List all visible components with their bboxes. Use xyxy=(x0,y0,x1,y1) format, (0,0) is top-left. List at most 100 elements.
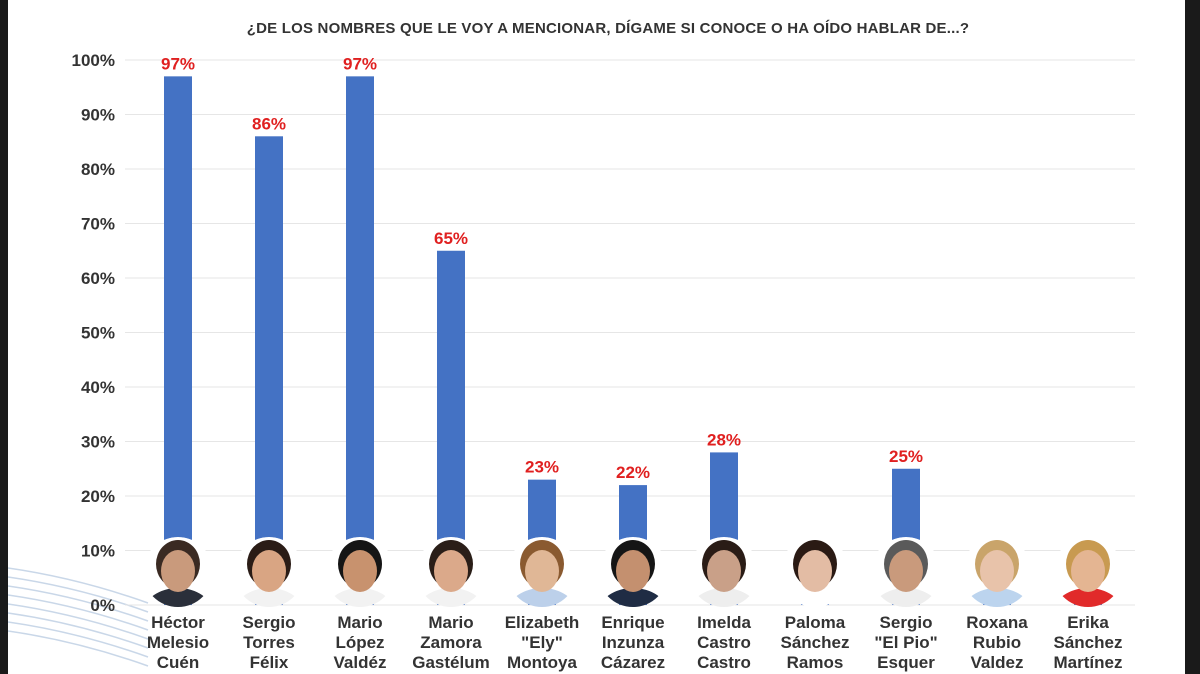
data-label: 86% xyxy=(252,114,286,133)
candidate-name-line: Elizabeth xyxy=(505,613,580,632)
candidate-name-line: Félix xyxy=(250,653,289,672)
decorative-line xyxy=(8,603,149,640)
decorative-line xyxy=(8,567,149,604)
bars xyxy=(164,76,1102,606)
candidate-name-line: Valdez xyxy=(971,653,1024,672)
candidate-name-line: Zamora xyxy=(420,633,482,652)
y-tick-label: 70% xyxy=(81,215,115,234)
candidate-name-line: Torres xyxy=(243,633,295,652)
shoulders xyxy=(1054,588,1122,607)
shoulders xyxy=(417,588,485,607)
candidate-name-line: Enrique xyxy=(601,613,664,632)
shoulders xyxy=(235,588,303,607)
candidate-name-line: Sergio xyxy=(880,613,933,632)
candidate-name-line: Paloma xyxy=(785,613,846,632)
shoulders xyxy=(781,588,849,607)
candidate-name-line: Martínez xyxy=(1054,653,1123,672)
category-labels: HéctorMelesioCuénSergioTorresFélixMarioL… xyxy=(147,613,1123,672)
decorative-line xyxy=(8,594,149,631)
photo xyxy=(325,537,395,607)
bar xyxy=(164,76,192,606)
y-tick-label: 20% xyxy=(81,487,115,506)
candidate-name-line: "Ely" xyxy=(521,633,563,652)
candidate-photo xyxy=(325,537,395,607)
candidate-name-line: Sánchez xyxy=(781,633,850,652)
bar xyxy=(255,136,283,606)
decorative-line xyxy=(8,612,149,649)
candidate-name-line: Castro xyxy=(697,633,751,652)
candidate-name-line: Mario xyxy=(337,613,382,632)
shoulders xyxy=(690,588,758,607)
photo xyxy=(234,537,304,607)
candidate-photo xyxy=(598,537,668,607)
candidate-name: Sergio"El Pio"Esquer xyxy=(874,613,937,672)
face xyxy=(707,550,741,592)
bar-chart: 0% 10% 20% 30% 40% 50% 60% 70% 80% 90% 100% 97% 86%… xyxy=(8,51,1135,672)
y-tick-label: 80% xyxy=(81,160,115,179)
shoulders xyxy=(872,588,940,607)
face xyxy=(798,550,832,592)
candidate-name-line: López xyxy=(335,633,384,652)
candidate-name-line: Cázarez xyxy=(601,653,665,672)
candidate-photo xyxy=(1053,537,1123,607)
candidate-name-line: Rubio xyxy=(973,633,1021,652)
photo xyxy=(1053,537,1123,607)
data-label: 28% xyxy=(707,430,741,449)
candidate-name-line: Ramos xyxy=(787,653,844,672)
avatars xyxy=(143,537,1123,607)
chart-title: ¿DE LOS NOMBRES QUE LE VOY A MENCIONAR, … xyxy=(246,20,970,37)
candidate-name-line: Sánchez xyxy=(1054,633,1123,652)
candidate-name-line: Melesio xyxy=(147,633,209,652)
face xyxy=(1071,550,1105,592)
data-label: 22% xyxy=(616,463,650,482)
y-tick-label: 40% xyxy=(81,378,115,397)
data-label: 23% xyxy=(525,458,559,477)
photo xyxy=(962,537,1032,607)
y-tick-label: 30% xyxy=(81,433,115,452)
shoulders xyxy=(963,588,1031,607)
y-axis-ticks: 0% 10% 20% 30% 40% 50% 60% 70% 80% 90% 100% xyxy=(72,51,115,615)
candidate-name-line: Sergio xyxy=(243,613,296,632)
candidate-photo xyxy=(507,537,577,607)
candidate-name-line: Erika xyxy=(1067,613,1109,632)
face xyxy=(980,550,1014,592)
face xyxy=(343,550,377,592)
candidate-name-line: Mario xyxy=(428,613,473,632)
data-label: 97% xyxy=(161,54,195,73)
shoulders xyxy=(508,588,576,607)
photo xyxy=(507,537,577,607)
y-tick-label: 10% xyxy=(81,542,115,561)
candidate-name-line: Montoya xyxy=(507,653,577,672)
candidate-name-line: Héctor xyxy=(151,613,205,632)
photo xyxy=(143,537,213,607)
face xyxy=(889,550,923,592)
decorative-line xyxy=(8,630,149,667)
face xyxy=(252,550,286,592)
decorative-line xyxy=(8,621,149,658)
face xyxy=(161,550,195,592)
candidate-name-line: Esquer xyxy=(877,653,935,672)
candidate-photo xyxy=(143,537,213,607)
y-tick-label: 60% xyxy=(81,269,115,288)
chart-canvas: ¿DE LOS NOMBRES QUE LE VOY A MENCIONAR, … xyxy=(8,0,1185,674)
photo xyxy=(416,537,486,607)
candidate-name: Elizabeth"Ely"Montoya xyxy=(505,613,580,672)
decorative-line xyxy=(8,576,149,613)
decorative-line xyxy=(8,585,149,622)
candidate-name-line: Imelda xyxy=(697,613,751,632)
data-label: 25% xyxy=(889,447,923,466)
photo xyxy=(871,537,941,607)
bar xyxy=(346,76,374,606)
candidate-photo xyxy=(780,537,850,607)
face xyxy=(525,550,559,592)
face xyxy=(434,550,468,592)
face xyxy=(616,550,650,592)
shoulders xyxy=(599,588,667,607)
photo xyxy=(598,537,668,607)
